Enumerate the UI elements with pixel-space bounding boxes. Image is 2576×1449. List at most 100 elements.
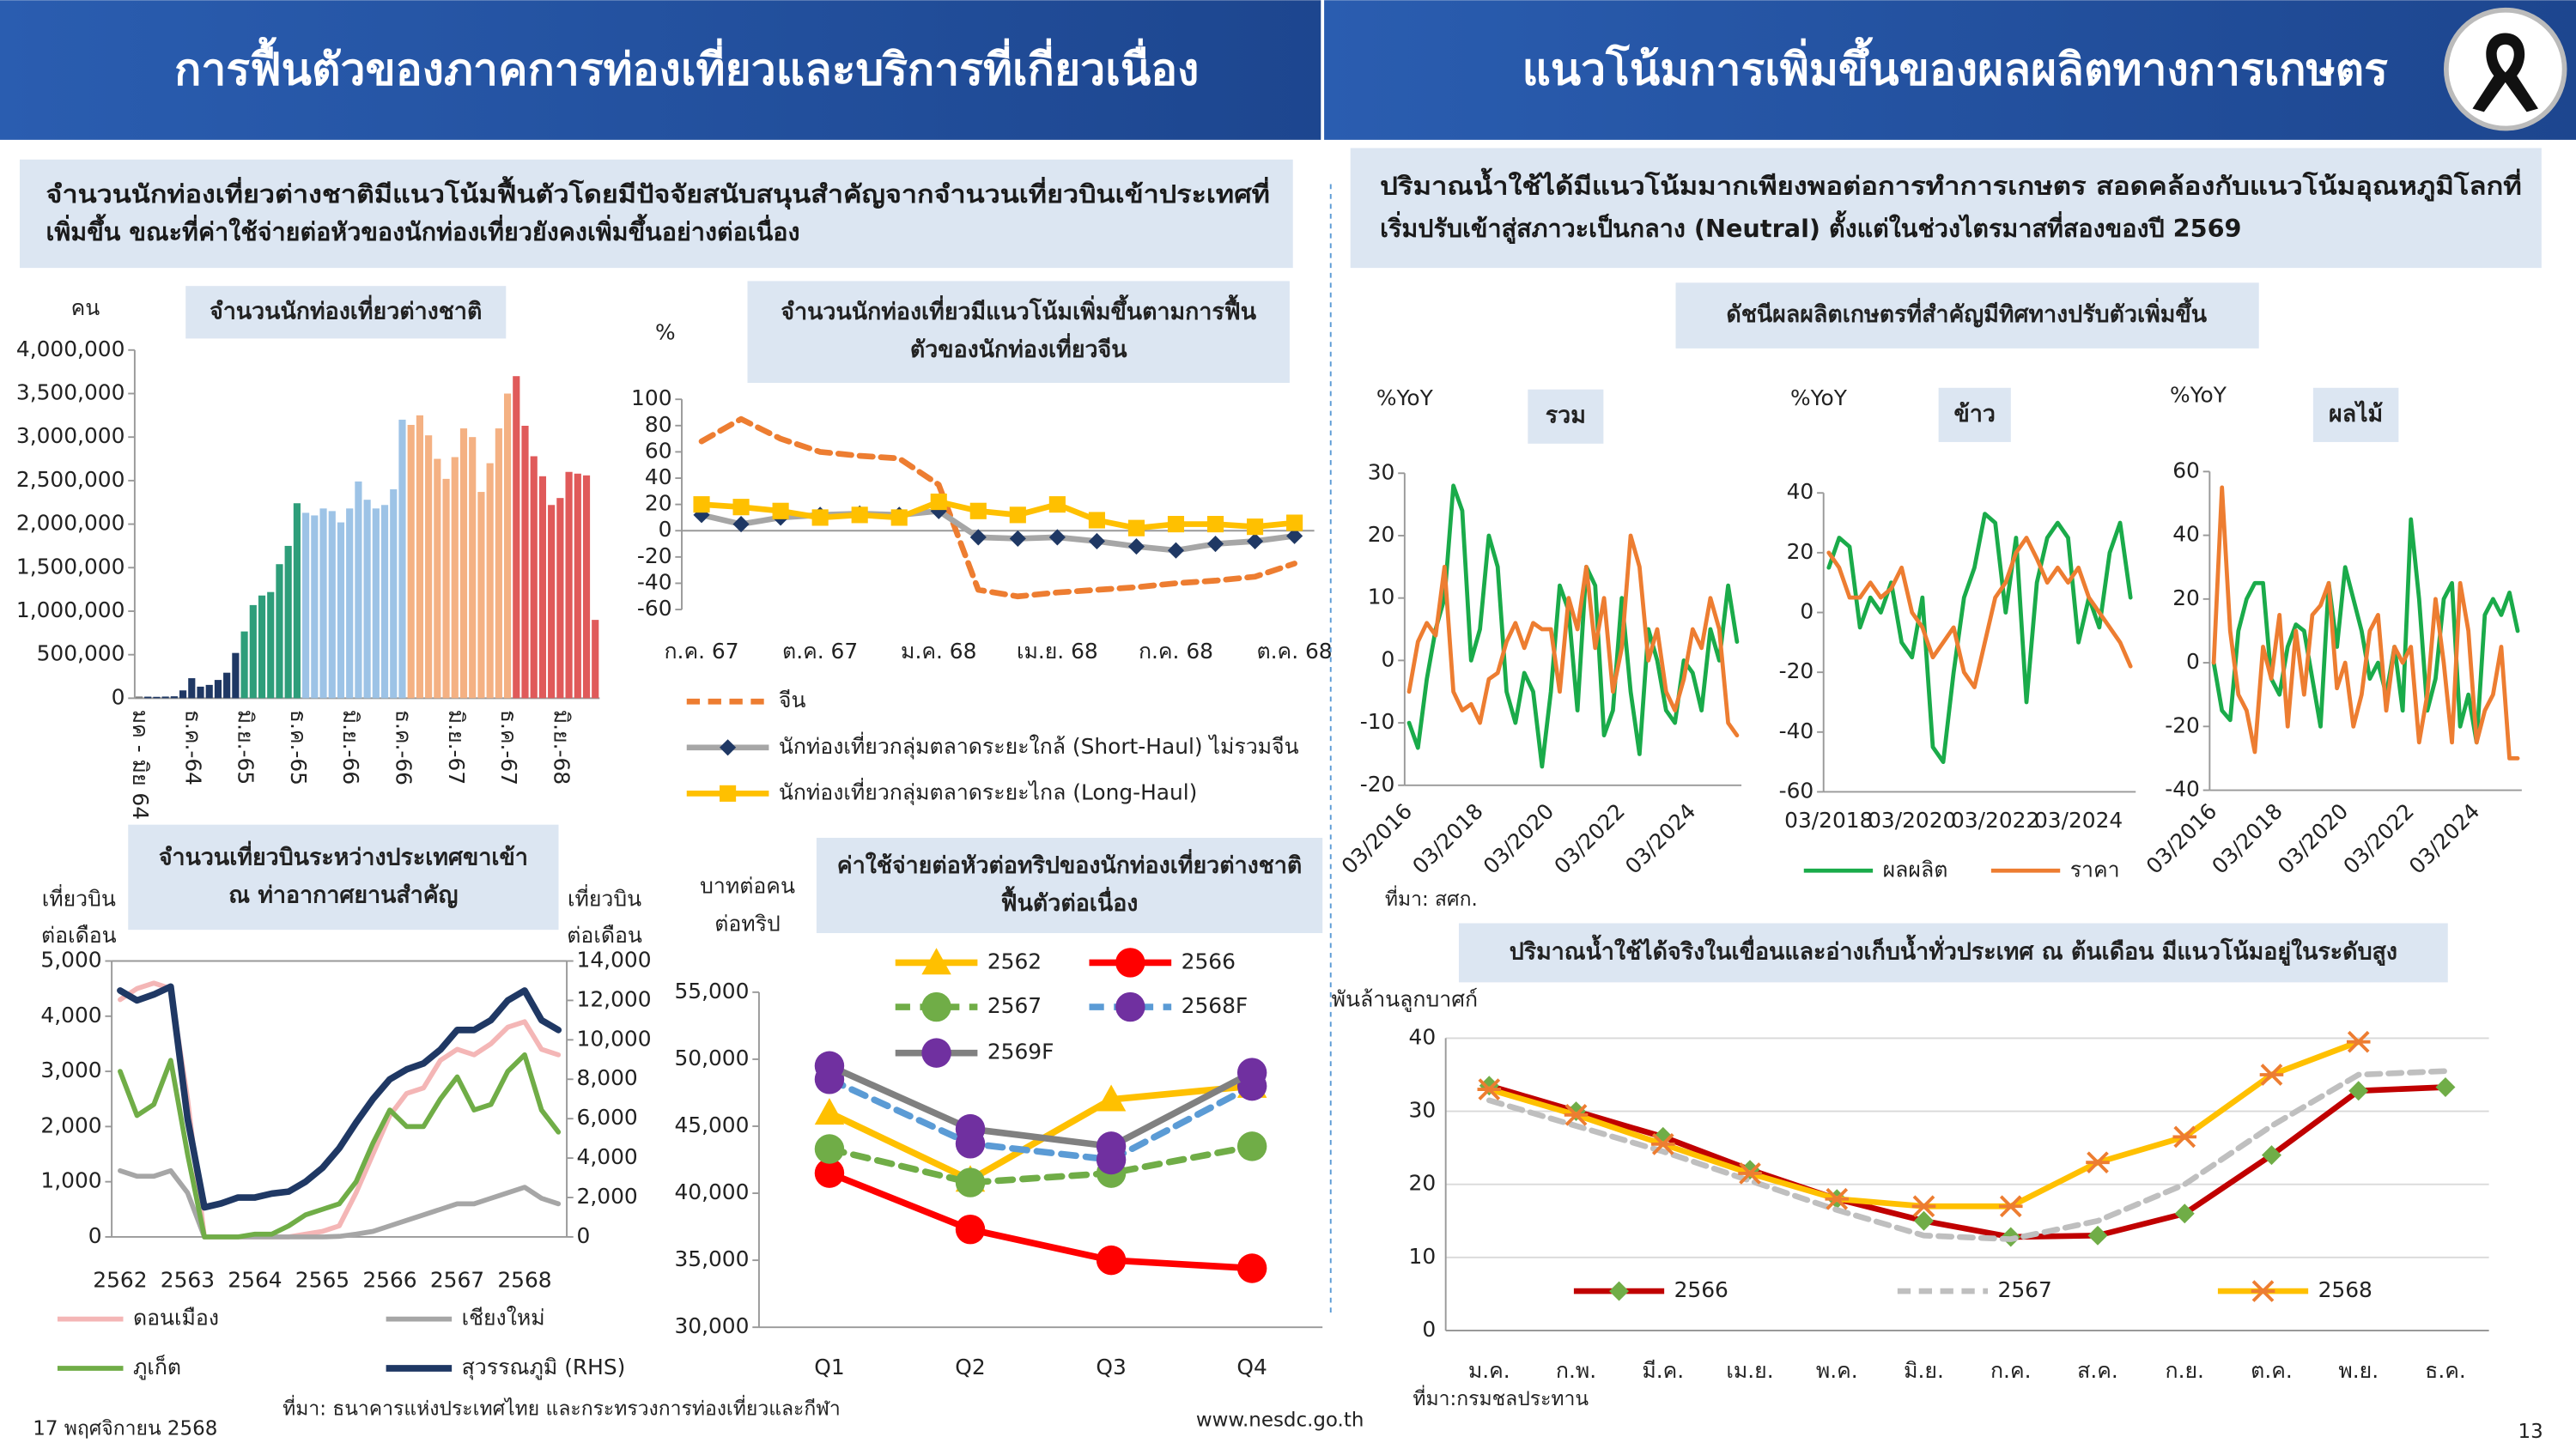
bar bbox=[538, 476, 547, 699]
x-tick-label: 2568 bbox=[497, 1268, 551, 1293]
marker bbox=[1998, 1195, 2023, 1218]
y2-axis-label: ต่อเดือน bbox=[567, 923, 642, 948]
marker bbox=[2259, 1064, 2284, 1086]
y-axis-label: พันล้านลูกบาศก์ bbox=[1332, 986, 1478, 1012]
bar bbox=[477, 492, 485, 699]
legend-label: 2567 bbox=[987, 993, 1042, 1018]
marker bbox=[1009, 506, 1026, 524]
x-tick-label: 03/2022 bbox=[1951, 808, 2039, 833]
marker bbox=[1127, 538, 1145, 555]
y-tick-label: -20 bbox=[1360, 772, 1395, 797]
marker bbox=[732, 499, 750, 516]
marker bbox=[2087, 1225, 2108, 1246]
y-tick-label: 4,000,000 bbox=[16, 336, 125, 361]
y-tick-label: 20 bbox=[1787, 539, 1814, 564]
series-line bbox=[118, 1167, 562, 1240]
y-tick-label: 40 bbox=[1409, 1024, 1437, 1049]
y-tick-label: 30,000 bbox=[674, 1313, 749, 1338]
x-tick-label: ก.ค. 68 bbox=[1139, 639, 1213, 664]
y-tick-label: 0 bbox=[88, 1223, 102, 1248]
marker bbox=[1088, 512, 1105, 529]
marker bbox=[814, 1098, 845, 1125]
bar bbox=[328, 511, 336, 699]
y-tick-label: 50,000 bbox=[674, 1046, 749, 1070]
header-title: แนวโน้มการเพิ่มขึ้นของผลผลิตทางการเกษตร bbox=[1522, 36, 2389, 95]
x-tick-label: Q1 bbox=[814, 1355, 844, 1379]
x-tick-label: 2567 bbox=[430, 1268, 484, 1293]
y2-tick-label: 8,000 bbox=[577, 1065, 638, 1090]
chart-title: ฟื้นตัวต่อเนื่อง bbox=[1001, 886, 1139, 917]
marker bbox=[1096, 1245, 1127, 1276]
bar bbox=[223, 672, 231, 699]
bar bbox=[390, 489, 398, 699]
x-tick-label: ธ.ค.-64 bbox=[180, 710, 205, 785]
marker bbox=[1286, 514, 1303, 531]
y-axis-label: %YoY bbox=[1790, 385, 1848, 410]
x-tick-label: 03/2022 bbox=[2338, 798, 2419, 879]
series-line bbox=[826, 1076, 1255, 1163]
x-tick-label: มิ.ย.-66 bbox=[338, 710, 363, 785]
marker bbox=[1048, 529, 1066, 546]
y-tick-label: 10 bbox=[1409, 1244, 1437, 1269]
legend-label: ผลผลิต bbox=[1883, 857, 1948, 882]
y-tick-label: 3,500,000 bbox=[16, 379, 125, 404]
legend-label: นักท่องเที่ยวกลุ่มตลาดระยะใกล้ (Short-Ha… bbox=[779, 731, 1299, 760]
bar bbox=[380, 505, 389, 699]
x-tick-label: มิ.ย.-68 bbox=[549, 710, 574, 785]
x-tick-label: มิ.ย. bbox=[1904, 1358, 1944, 1383]
y-tick-label: 20 bbox=[1409, 1171, 1437, 1196]
y-tick-label: 40,000 bbox=[674, 1179, 749, 1204]
legend-label: ราคา bbox=[2070, 857, 2120, 882]
title-box bbox=[816, 838, 1323, 933]
marker bbox=[1609, 1281, 1630, 1301]
y-axis-label: %YoY bbox=[1376, 385, 1434, 410]
y-tick-label: 4,000 bbox=[40, 1003, 101, 1028]
marker bbox=[1167, 542, 1185, 559]
legend-label: 2566 bbox=[1182, 949, 1236, 973]
y-tick-label: -40 bbox=[637, 569, 672, 594]
x-tick-label: 03/2018 bbox=[1784, 808, 1873, 833]
x-tick-label: 03/2020 bbox=[1868, 808, 1956, 833]
x-tick-label: 03/2022 bbox=[1549, 798, 1630, 879]
marker bbox=[921, 1038, 951, 1068]
summary-line: เพิ่มขึ้น ขณะที่ค่าใช้จ่ายต่อหัวของนักท่… bbox=[46, 214, 800, 246]
x-tick-label: ธ.ค.-66 bbox=[391, 710, 416, 785]
y-tick-label: 55,000 bbox=[674, 979, 749, 1003]
y-tick-label: 60 bbox=[645, 438, 672, 463]
marker bbox=[1651, 1133, 1675, 1155]
bar bbox=[170, 696, 178, 699]
y-tick-label: 2,000,000 bbox=[16, 511, 125, 536]
y2-tick-label: 12,000 bbox=[577, 986, 652, 1011]
y2-tick-label: 0 bbox=[577, 1223, 591, 1248]
y-tick-label: 0 bbox=[659, 517, 672, 542]
x-tick-label: มิ.ย.-67 bbox=[444, 710, 469, 785]
footer-date: 17 พฤศจิกายน 2568 bbox=[33, 1417, 217, 1440]
bar bbox=[188, 678, 196, 699]
y-tick-label: 20 bbox=[1368, 522, 1395, 547]
chart-title: ตัวของนักท่องเที่ยวจีน bbox=[910, 332, 1127, 363]
x-tick-label: พ.ค. bbox=[1816, 1358, 1858, 1383]
marker bbox=[1564, 1103, 1589, 1126]
bar bbox=[363, 500, 371, 699]
series-line bbox=[1406, 533, 1740, 738]
title-box bbox=[1458, 923, 2448, 983]
marker bbox=[1236, 1253, 1267, 1283]
x-tick-label: พ.ย. bbox=[2338, 1358, 2379, 1383]
x-tick-label: ส.ค. bbox=[2077, 1358, 2118, 1383]
x-tick-label: ธ.ค. bbox=[2425, 1358, 2466, 1383]
y-tick-label: 500,000 bbox=[37, 641, 125, 666]
marker bbox=[1088, 532, 1105, 550]
y-tick-label: -40 bbox=[1779, 718, 1814, 743]
x-tick-label: 03/2024 bbox=[1620, 798, 1701, 879]
marker bbox=[930, 493, 947, 511]
y2-tick-label: 6,000 bbox=[577, 1105, 638, 1130]
y2-tick-label: 10,000 bbox=[577, 1026, 652, 1051]
legend-label: 2567 bbox=[1998, 1277, 2052, 1302]
bar bbox=[161, 696, 169, 699]
y-tick-label: 2,500,000 bbox=[16, 467, 125, 492]
x-tick-label: ต.ค. 68 bbox=[1257, 639, 1333, 664]
bar bbox=[425, 435, 433, 699]
y-tick-label: 40 bbox=[1787, 479, 1814, 504]
x-tick-label: 2562 bbox=[93, 1268, 147, 1293]
y-tick-label: 20 bbox=[645, 491, 672, 516]
